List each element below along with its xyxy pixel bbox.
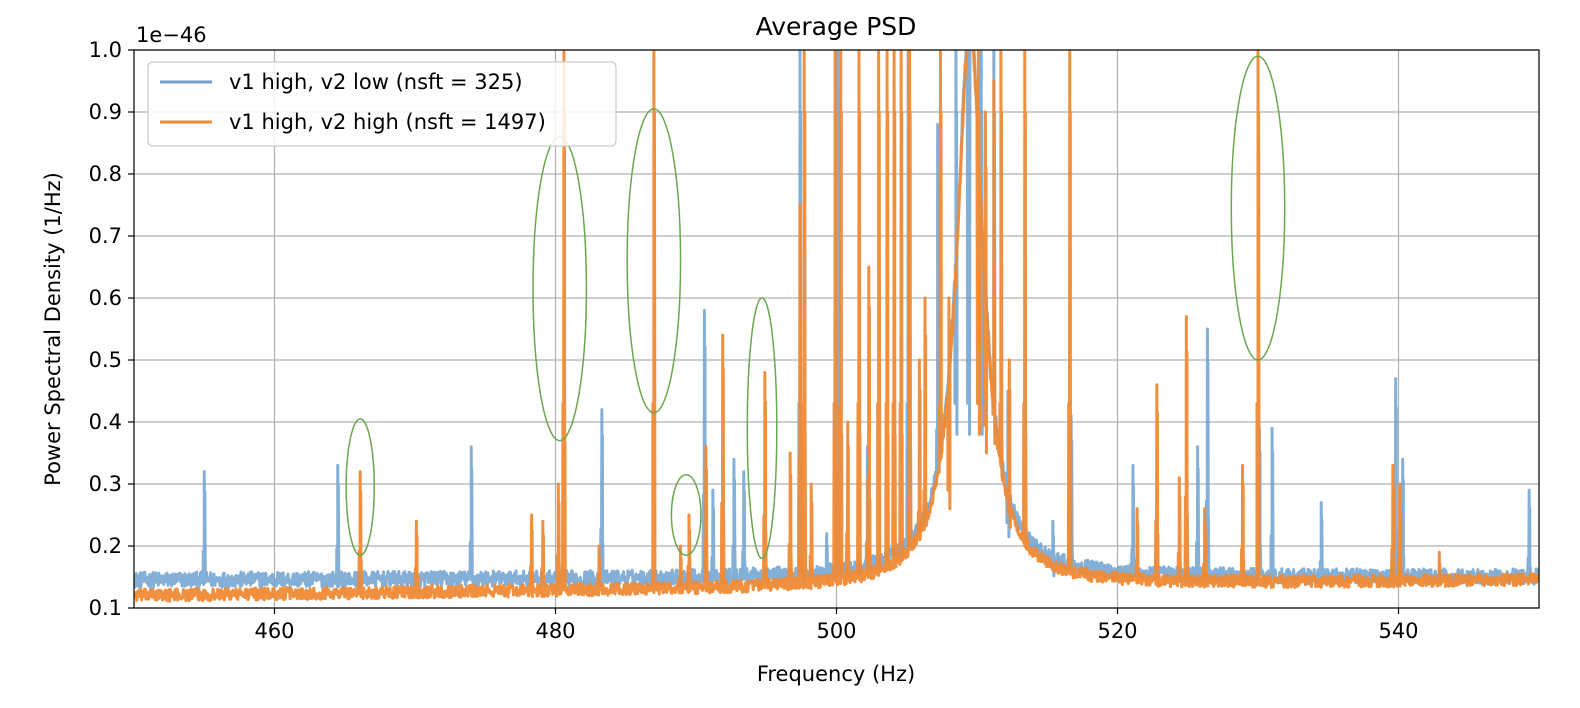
y-tick-label: 0.3 <box>89 472 122 496</box>
y-tick-label: 0.7 <box>89 224 122 248</box>
y-tick-label: 0.5 <box>89 348 122 372</box>
legend-box <box>147 61 617 147</box>
y-tick-label: 0.2 <box>89 534 122 558</box>
highlight-ellipse-5 <box>746 297 778 560</box>
legend-label-series-2: v1 high, v2 high (nsft = 1497) <box>229 110 546 134</box>
x-tick-label: 480 <box>535 619 575 643</box>
x-axis-ticks: 460 480 500 520 540 <box>254 608 1419 643</box>
y-tick-label: 0.6 <box>89 286 122 310</box>
chart-title: Average PSD <box>756 12 917 41</box>
y-tick-label: 0.9 <box>89 100 122 124</box>
series-layer <box>134 50 1539 603</box>
y-axis-ticks: 0.1 0.2 0.3 0.4 0.5 0.6 0.7 0.8 0.9 1.0 <box>89 38 134 620</box>
y-axis-label: Power Spectral Density (1/Hz) <box>41 172 65 486</box>
x-axis-label: Frequency (Hz) <box>757 662 915 686</box>
legend: v1 high, v2 low (nsft = 325) v1 high, v2… <box>147 61 617 147</box>
x-tick-label: 540 <box>1378 619 1418 643</box>
y-tick-label: 1.0 <box>89 38 122 62</box>
y-tick-label: 0.1 <box>89 596 122 620</box>
highlight-ellipse-6 <box>1230 55 1286 361</box>
y-tick-label: 0.8 <box>89 162 122 186</box>
y-tick-label: 0.4 <box>89 410 122 434</box>
highlight-ellipse-3 <box>626 108 682 414</box>
y-multiplier-label: 1e−46 <box>136 23 207 47</box>
x-tick-label: 520 <box>1097 619 1137 643</box>
x-tick-label: 460 <box>254 619 294 643</box>
series-line-2 <box>134 50 1539 603</box>
annotation-layer <box>345 55 1286 560</box>
x-tick-label: 500 <box>816 619 856 643</box>
legend-label-series-1: v1 high, v2 low (nsft = 325) <box>229 70 523 94</box>
highlight-ellipse-1 <box>345 418 376 557</box>
highlight-ellipse-4 <box>670 473 702 557</box>
